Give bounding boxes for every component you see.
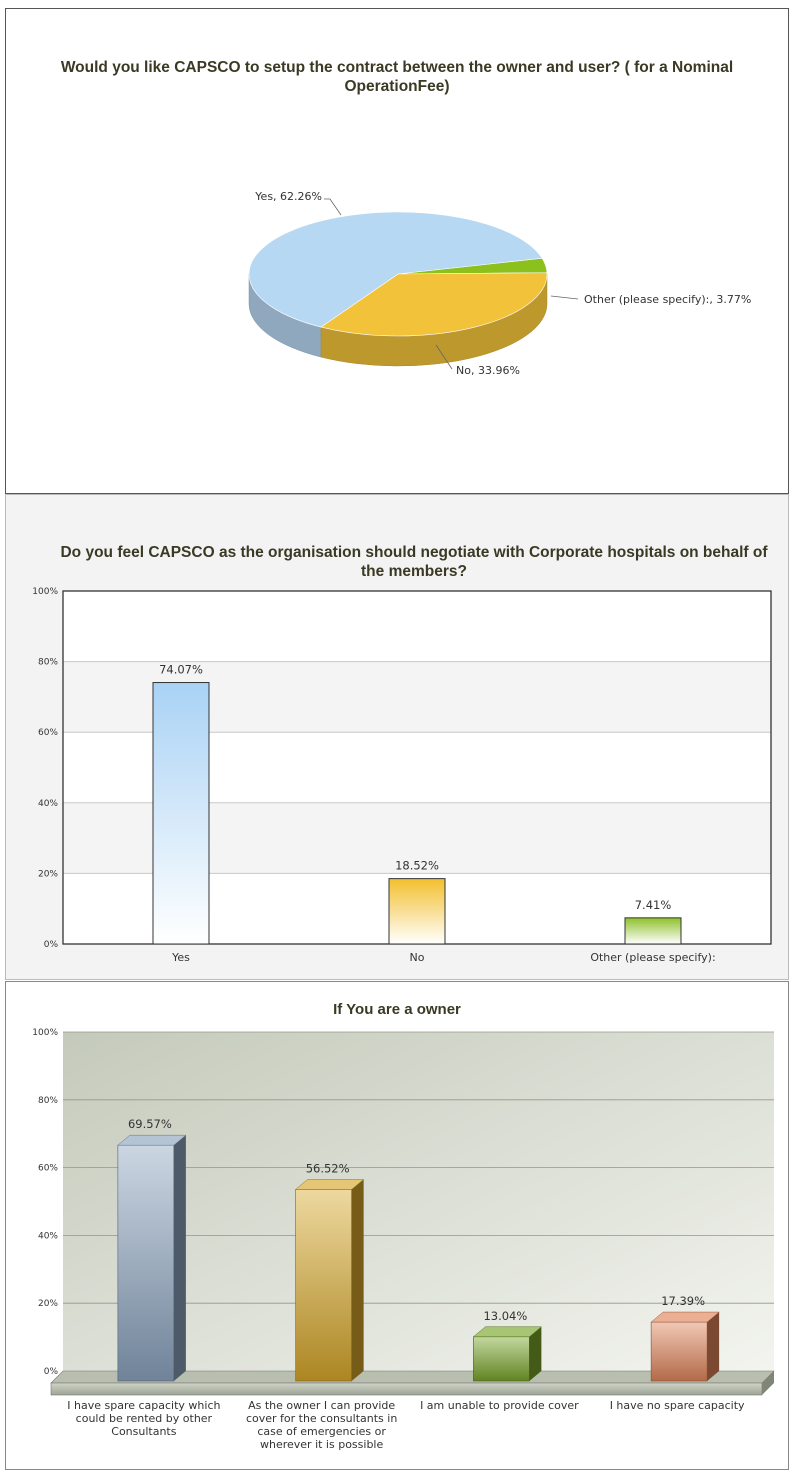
bar-value-label: 74.07%: [159, 663, 203, 677]
bar-other-please-specify-: [624, 917, 682, 945]
bar-value-label: 17.39%: [661, 1294, 705, 1308]
pie-slice-no: [320, 272, 548, 337]
pie-label-other-please-specify-: Other (please specify):, 3.77%: [584, 293, 751, 306]
bar-4-side: [707, 1312, 720, 1381]
x-tick-label: Other (please specify):: [590, 951, 715, 964]
bar-2-side: [351, 1179, 364, 1381]
bar-chart-1-title: Do you feel CAPSCO as the organisation s…: [60, 544, 768, 580]
y-tick-label: 80%: [38, 658, 58, 668]
y-tick-label: 40%: [38, 1231, 58, 1241]
pie-leader-line: [435, 344, 453, 370]
bar-1-front: [117, 1144, 175, 1382]
y-tick-label: 0%: [44, 940, 59, 950]
pie-slice-yes: [248, 211, 543, 328]
y-tick-label: 0%: [44, 1367, 59, 1377]
y-tick-label: 60%: [38, 728, 58, 738]
bar-3-front: [473, 1336, 530, 1382]
floor-front: [50, 1382, 763, 1396]
pie-chart-title: Would you like CAPSCO to setup the contr…: [60, 59, 734, 95]
y-tick-label: 100%: [32, 1028, 58, 1038]
bar-3-side: [529, 1326, 542, 1381]
x-tick-label: I have no spare capacity: [610, 1399, 745, 1412]
bar-chart-1-panel: Do you feel CAPSCO as the organisation s…: [5, 494, 789, 980]
floor-side: [762, 1371, 774, 1395]
bar-2-front: [295, 1189, 352, 1382]
bar-1-top: [117, 1134, 187, 1146]
pie-label-yes: Yes, 62.26%: [254, 190, 322, 203]
bar-value-label: 69.57%: [128, 1117, 172, 1131]
bar-4-front: [650, 1321, 708, 1382]
x-tick-label: I am unable to provide cover: [420, 1399, 579, 1412]
bar-value-label: 56.52%: [306, 1161, 350, 1175]
x-tick-label: No: [410, 951, 425, 964]
grid-band: [63, 591, 771, 662]
bar-2-top: [294, 1179, 365, 1190]
bar-value-label: 18.52%: [395, 859, 439, 873]
x-tick-label: As the owner I can provide cover for the …: [246, 1399, 397, 1451]
y-tick-label: 100%: [32, 587, 58, 597]
y-tick-label: 60%: [38, 1164, 58, 1174]
pie-chart-panel: Would you like CAPSCO to setup the contr…: [5, 8, 789, 494]
x-tick-label: Yes: [171, 951, 190, 964]
x-tick-label: I have spare capacity which could be rent…: [67, 1399, 220, 1438]
bar-4-top: [650, 1311, 720, 1323]
bar-chart-2-title: If You are a owner: [333, 1001, 461, 1018]
pie-leader-line: [550, 295, 579, 300]
bar-chart-2-panel: If You are a owner 0% 20% 40% 60% 80% 100% 69.…: [5, 981, 789, 1470]
pie-label-no: No, 33.96%: [456, 364, 520, 377]
bar-chart-2: 0% 20% 40% 60% 80% 100% 69.57% I have spare cap…: [32, 1028, 775, 1451]
bar-3-top: [472, 1326, 543, 1338]
bar-chart-1: 0% 20% 40% 60% 80% 100% 74.07% Yes 18.52% No 7.41%…: [32, 587, 772, 964]
bar-value-label: 7.41%: [635, 898, 672, 912]
bar-value-label: 13.04%: [483, 1309, 527, 1323]
pie-chart: Yes, 62.26% No, 33.96% Other (please speci…: [248, 190, 751, 377]
bar-no: [388, 878, 446, 945]
y-tick-label: 20%: [38, 1299, 58, 1309]
y-tick-label: 20%: [38, 869, 58, 879]
bar-yes: [152, 682, 210, 945]
pie-leader-line: [324, 198, 342, 216]
y-tick-label: 80%: [38, 1096, 58, 1106]
bar-1-side: [173, 1135, 186, 1381]
y-tick-label: 40%: [38, 799, 58, 809]
